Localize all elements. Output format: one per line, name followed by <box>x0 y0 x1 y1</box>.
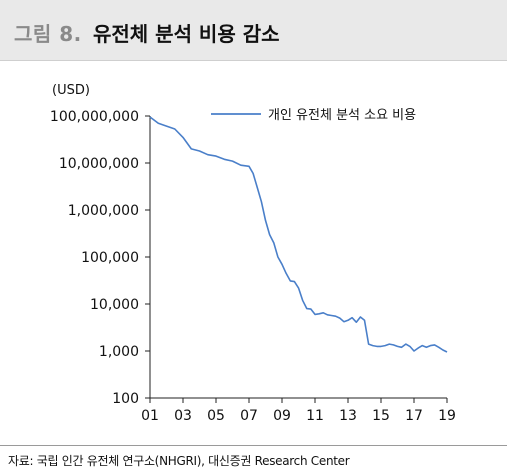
series-line <box>149 116 448 353</box>
x-tick-label: 09 <box>273 408 291 424</box>
x-tick-label: 13 <box>339 408 357 424</box>
y-tick-label: 10,000 <box>90 297 139 313</box>
figure-number: 그림 8. <box>14 22 82 46</box>
x-tick-label: 05 <box>207 408 225 424</box>
x-tick-label: 03 <box>174 408 192 424</box>
legend-label: 개인 유전체 분석 소요 비용 <box>268 108 416 123</box>
y-tick-label: 1,000,000 <box>68 203 139 219</box>
source-note: 자료: 국립 인간 유전체 연구소(NHGRI), 대신증권 Research … <box>8 454 350 468</box>
y-unit-label: (USD) <box>52 83 90 98</box>
figure-header-band: 그림 8. 유전체 분석 비용 감소 <box>0 0 507 61</box>
source-divider <box>0 445 507 446</box>
x-tick-label: 17 <box>405 408 423 424</box>
y-tick-label: 1,000 <box>99 344 139 360</box>
x-tick-label: 19 <box>438 408 456 424</box>
y-tick-label: 100,000,000 <box>50 109 139 125</box>
figure-title: 유전체 분석 비용 감소 <box>93 22 280 46</box>
legend: 개인 유전체 분석 소요 비용 <box>211 108 416 123</box>
x-tick-label: 07 <box>240 408 258 424</box>
y-tick-label: 10,000,000 <box>59 156 139 172</box>
x-tick-label: 11 <box>306 408 324 424</box>
y-tick-label: 100 <box>112 391 139 407</box>
x-tick-label: 01 <box>141 408 159 424</box>
axes: (USD) 100 1,000 10,000 100,000 1,000,000 10,00… <box>50 83 456 424</box>
x-tick-label: 15 <box>372 408 390 424</box>
y-tick-label: 100,000 <box>81 250 139 266</box>
series-layer <box>149 116 448 353</box>
